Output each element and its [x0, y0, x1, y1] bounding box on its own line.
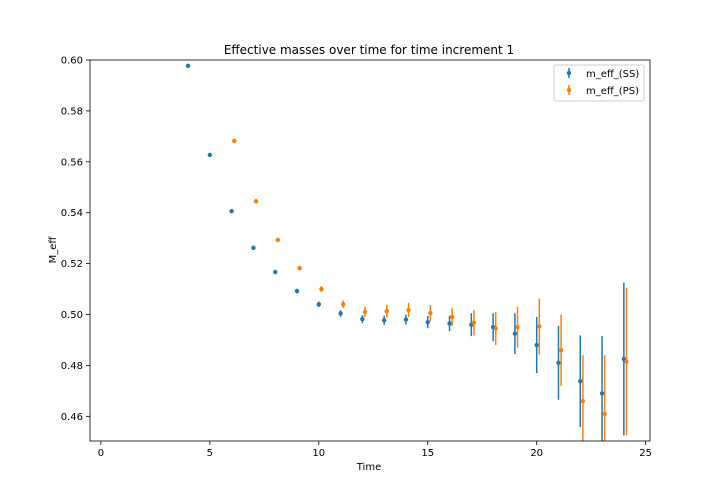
data-point-ss — [534, 342, 539, 348]
data-point-ss — [360, 316, 365, 322]
data-point-ps — [471, 320, 477, 325]
plot-area — [89, 59, 651, 442]
y-tick-label: 0.56 — [61, 157, 83, 168]
legend-label-ps: m_eff_(PS) — [586, 86, 639, 97]
data-point-ss — [381, 318, 387, 323]
data-point-ps — [580, 398, 586, 404]
data-point-ps — [362, 309, 368, 315]
x-axis: 0 5 10 15 20 25 — [98, 441, 652, 459]
data-point-ps — [449, 314, 455, 320]
data-point-ps — [406, 307, 411, 313]
data-point-ps — [558, 347, 564, 353]
data-point-ss — [403, 317, 409, 322]
legend: m_eff_(SS) m_eff_(PS) — [553, 64, 645, 102]
y-tick-label: 0.46 — [61, 412, 83, 423]
legend-label-ss: m_eff_(SS) — [586, 69, 639, 80]
legend-marker-ss — [566, 70, 572, 76]
data-point-ps — [253, 199, 259, 204]
data-point-ss — [316, 302, 321, 307]
data-point-ss — [229, 208, 234, 214]
chart-title: Effective masses over time for time incr… — [224, 43, 514, 57]
x-tick-label: 0 — [98, 448, 104, 459]
data-point-ps — [275, 237, 281, 243]
data-point-ps — [384, 309, 389, 314]
y-tick-label: 0.58 — [61, 106, 83, 117]
data-point-ps — [515, 325, 520, 330]
data-point-ss — [578, 378, 583, 384]
legend-marker-ps — [566, 87, 572, 93]
data-point-ps — [340, 302, 346, 307]
legend-box — [553, 64, 645, 102]
x-tick-label: 25 — [639, 448, 652, 459]
data-point-ps — [428, 311, 433, 316]
y-tick-label: 0.54 — [61, 208, 83, 219]
x-tick-label: 10 — [312, 448, 325, 459]
data-point-ps — [297, 265, 302, 271]
data-point-ps — [319, 286, 324, 292]
data-point-ss — [447, 321, 452, 326]
x-tick-label: 15 — [421, 448, 434, 459]
data-point-ss — [425, 319, 430, 325]
data-point-ps — [624, 359, 629, 364]
x-tick-label: 20 — [530, 448, 543, 459]
data-point-ss — [512, 331, 518, 336]
data-point-ps — [602, 411, 607, 416]
data-point-ss — [273, 269, 278, 275]
x-axis-label: Time — [356, 462, 381, 473]
data-point-ss — [338, 311, 343, 316]
y-tick-label: 0.48 — [61, 361, 83, 372]
y-tick-label: 0.50 — [61, 310, 83, 321]
data-point-ss — [556, 360, 561, 366]
data-point-ss — [207, 152, 213, 158]
data-point-ss — [599, 391, 605, 396]
data-point-ss — [294, 288, 300, 294]
data-point-ss — [185, 63, 191, 69]
y-axis: 0.46 0.48 0.50 0.52 0.54 0.56 0.58 0.60 — [61, 56, 90, 423]
y-axis-label: M_eff — [48, 236, 59, 264]
x-tick-label: 5 — [207, 448, 213, 459]
legend-entry-ps: m_eff_(PS) — [566, 85, 639, 97]
plot-background — [90, 60, 650, 441]
points-layer — [185, 63, 629, 416]
data-point-ps — [493, 326, 498, 331]
data-point-ps — [232, 138, 237, 144]
plot-frame — [89, 59, 651, 442]
y-tick-label: 0.60 — [61, 56, 83, 67]
data-point-ps — [537, 324, 542, 329]
legend-entry-ss: m_eff_(SS) — [566, 68, 639, 80]
data-point-ss — [251, 245, 256, 251]
y-tick-label: 0.52 — [61, 259, 83, 270]
